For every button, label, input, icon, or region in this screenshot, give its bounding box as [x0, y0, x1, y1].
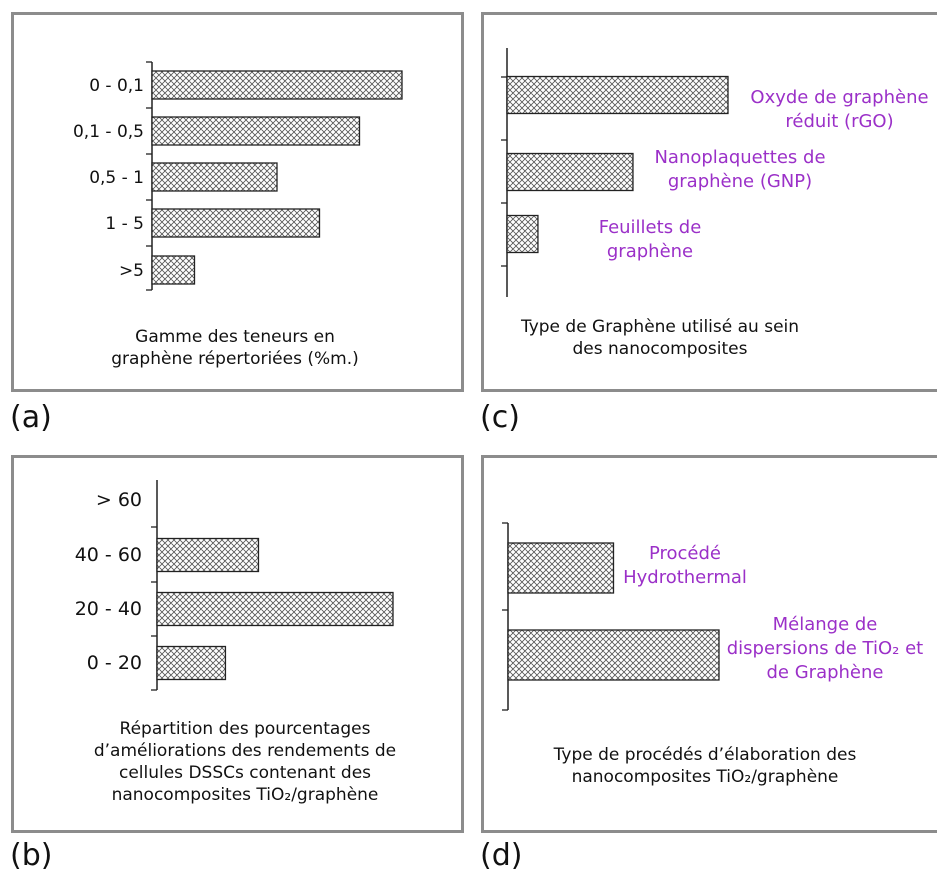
bar-a-1 [151, 116, 361, 146]
c-label-gnp: Nanoplaquettes de graphène (GNP) [654, 147, 826, 192]
bar-a-0 [151, 70, 403, 100]
caption-d: Type de procédés d’élaboration des nanoc… [553, 745, 857, 787]
panel-c-frame [481, 12, 937, 392]
tick-label-a-2: 0,5 - 1 [89, 168, 144, 188]
caption-a: Gamme des teneurs en graphène répertorié… [111, 327, 359, 369]
tick-label-a-3: 1 - 5 [105, 214, 144, 234]
bar-d-1 [507, 629, 720, 681]
tick-label-a-0: 0 - 0,1 [89, 76, 144, 96]
d-label-hydrothermal: Procédé Hydrothermal [623, 543, 747, 588]
c-label-rgo: Oxyde de graphène réduit (rGO) [750, 87, 929, 132]
caption-c: Type de Graphène utilisé au sein des nan… [520, 317, 800, 359]
tick-label-b-0: > 60 [96, 489, 142, 511]
tick-label-b-3: 0 - 20 [87, 652, 142, 674]
bar-c-2 [506, 214, 539, 254]
bar-d-0 [507, 542, 615, 594]
tick-label-a-1: 0,1 - 0,5 [73, 122, 144, 142]
bar-a-2 [151, 162, 278, 192]
tick-label-a-4: >5 [119, 261, 144, 281]
bar-a-4 [151, 255, 196, 285]
tick-label-b-2: 20 - 40 [75, 598, 142, 620]
panel-b-letter: (b) [10, 838, 53, 873]
d-label-melange: Mélange de dispersions de TiO₂ et de Gra… [726, 614, 924, 683]
panel-d-letter: (d) [480, 838, 523, 873]
tick-label-b-1: 40 - 60 [75, 544, 142, 566]
caption-b: Répartition des pourcentages d’améliorat… [93, 719, 397, 805]
bar-a-3 [151, 208, 321, 238]
bar-b-2 [156, 591, 394, 627]
panel-a-letter: (a) [10, 400, 52, 435]
panel-c-letter: (c) [480, 400, 520, 435]
panel-b-frame [11, 455, 464, 833]
bar-b-1 [156, 537, 260, 573]
c-label-feuillets: Feuillets de graphène [598, 217, 702, 262]
bar-c-1 [506, 152, 634, 192]
bar-b-3 [156, 645, 227, 681]
bar-c-0 [506, 75, 729, 115]
